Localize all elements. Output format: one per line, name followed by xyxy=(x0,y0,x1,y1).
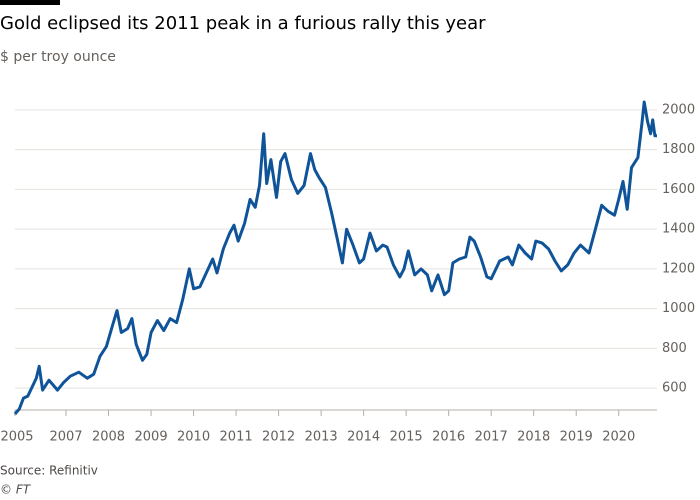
price-line xyxy=(13,100,657,415)
y-tick-label: 1000 xyxy=(662,301,695,316)
source: Source: Refinitiv xyxy=(0,464,98,478)
chart-title: Gold eclipsed its 2011 peak in a furious… xyxy=(0,13,486,34)
x-tick-label: 2019 xyxy=(560,430,593,445)
x-tick-label: 2018 xyxy=(517,430,550,445)
ft-bar xyxy=(0,0,60,5)
x-tick-label: 2013 xyxy=(305,430,338,445)
x-tick-label: 2009 xyxy=(135,430,168,445)
x-tick-label: 2005 xyxy=(0,430,33,445)
credit: © FT xyxy=(0,483,32,497)
y-tick-label: 1600 xyxy=(662,182,695,197)
y-tick-label: 1800 xyxy=(662,142,695,157)
y-tick-label: 2000 xyxy=(662,102,695,117)
x-tick-label: 2014 xyxy=(347,430,380,445)
x-tick-label: 2020 xyxy=(602,430,635,445)
chart-subtitle: $ per troy ounce xyxy=(0,49,116,65)
x-tick-label: 2008 xyxy=(92,430,125,445)
x-tick-label: 2016 xyxy=(432,430,465,445)
x-tick-label: 2010 xyxy=(177,430,210,445)
y-tick-label: 800 xyxy=(662,341,687,356)
x-tick-label: 2011 xyxy=(220,430,253,445)
y-tick-label: 600 xyxy=(662,381,687,396)
x-tick-label: 2007 xyxy=(49,430,82,445)
y-tick-label: 1200 xyxy=(662,261,695,276)
x-tick-label: 2015 xyxy=(390,430,423,445)
x-tick-label: 2017 xyxy=(475,430,508,445)
x-tick-label: 2012 xyxy=(262,430,295,445)
y-tick-label: 1400 xyxy=(662,222,695,237)
